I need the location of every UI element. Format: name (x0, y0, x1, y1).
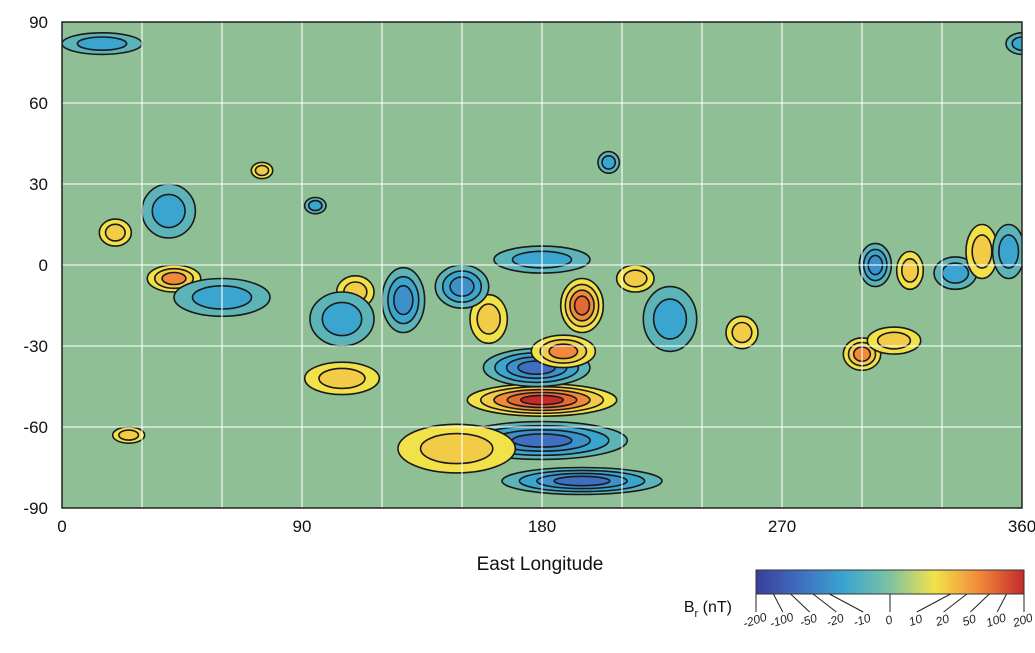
negative-anomaly (141, 183, 197, 239)
y-tick-label: -90 (23, 499, 48, 518)
positive-anomaly (469, 293, 509, 345)
colorbar-tick (996, 593, 1008, 613)
y-tick-label: -30 (23, 337, 48, 356)
negative-anomaly (501, 466, 663, 496)
positive-anomaly (146, 264, 202, 293)
contour-ring (900, 257, 919, 283)
colorbar-tick (943, 593, 968, 613)
contour-ring (548, 343, 579, 360)
colorbar-tick-label: -50 (798, 611, 819, 630)
contour-ring (419, 432, 494, 465)
contour-ring (151, 193, 186, 229)
negative-anomaly (303, 196, 327, 215)
negative-anomaly (991, 223, 1022, 280)
contour-ring (476, 303, 501, 335)
x-tick-label: 270 (768, 517, 796, 536)
contour-ring (573, 295, 591, 316)
colorbar-tick-label: -100 (768, 610, 795, 631)
contour-ring (76, 36, 128, 51)
negative-anomaly (642, 285, 698, 353)
x-tick-label: 0 (57, 517, 66, 536)
colorbar-tick-label: 100 (984, 610, 1008, 630)
contour-ring (652, 298, 688, 340)
positive-anomaly (250, 161, 274, 180)
colorbar-tick (812, 593, 837, 613)
colorbar-tick (970, 593, 990, 613)
colorbar-label-unit: (nT) (698, 599, 732, 616)
positive-anomaly (111, 426, 146, 445)
colorbar-tick (790, 593, 810, 613)
contour-ring (553, 475, 611, 487)
colorbar-tick-label: 200 (1010, 610, 1035, 630)
contour-ring (971, 234, 993, 269)
colorbar-label: Br (nT) (684, 599, 732, 620)
contour-ring (876, 331, 912, 350)
positive-anomaly (397, 423, 517, 474)
x-tick-label: 180 (528, 517, 556, 536)
contour-ring (161, 271, 187, 286)
positive-anomaly (895, 250, 925, 291)
contour-ring (601, 154, 617, 170)
contour-ring (318, 367, 366, 390)
contour-ring (118, 429, 140, 441)
contour-ring (731, 321, 753, 344)
y-tick-label: 30 (29, 175, 48, 194)
x-tick-label: 360 (1008, 517, 1035, 536)
colorbar-tick-label: -200 (741, 610, 768, 631)
negative-anomaly (381, 266, 426, 334)
y-tick-label: 0 (39, 256, 48, 275)
x-axis-label: East Longitude (477, 554, 604, 575)
colorbar-tick-label: -20 (825, 611, 846, 630)
colorbar-tick-label: 50 (961, 611, 978, 629)
colorbar-tick-label: 10 (907, 611, 924, 629)
y-tick-label: -60 (23, 418, 48, 437)
colorbar-tick (772, 593, 784, 613)
contour-ring (393, 284, 414, 316)
plot-frame (61, 21, 1023, 509)
negative-anomaly (597, 150, 621, 174)
colorbar-tick (829, 593, 864, 613)
positive-anomaly (866, 326, 922, 355)
y-axis-ticks: 90 60 30 0 -30 -60 -90 (23, 13, 48, 518)
colorbar: Br (nT) -200 -100 -50 -20 -10 0 10 20 50 100 200 (684, 569, 1035, 631)
contour-ring (623, 269, 648, 288)
negative-anomaly (62, 32, 143, 56)
contour-ring (321, 301, 363, 337)
colorbar-tick (916, 593, 951, 613)
y-tick-label: 90 (29, 13, 48, 32)
colorbar-label-main: B (684, 599, 695, 616)
x-axis-ticks: 0 90 180 270 360 (57, 517, 1035, 536)
negative-anomaly (1005, 32, 1022, 56)
negative-anomaly (309, 291, 375, 347)
positive-anomaly (725, 315, 759, 350)
colorbar-ticks: -200 -100 -50 -20 -10 0 10 20 50 100 200 (741, 593, 1035, 631)
positive-anomaly (98, 218, 133, 247)
x-tick-label: 90 (293, 517, 312, 536)
y-tick-label: 60 (29, 94, 48, 113)
contour-ring (998, 234, 1020, 269)
colorbar-tick-label: 0 (883, 612, 894, 627)
contour-ring (254, 164, 270, 177)
colorbar-tick-label: -10 (852, 611, 873, 630)
colorbar-gradient (755, 569, 1025, 595)
positive-anomaly (303, 361, 381, 396)
grid-lines (62, 22, 1022, 508)
contour-ring (307, 199, 323, 212)
colorbar-tick-label: 20 (933, 611, 951, 629)
contour-ring (104, 223, 126, 242)
positive-anomaly (530, 334, 597, 369)
contour-ring (941, 262, 970, 284)
positive-anomaly (559, 277, 605, 334)
colorbar-label-sub: r (695, 608, 699, 620)
contour-ring (1011, 36, 1022, 51)
